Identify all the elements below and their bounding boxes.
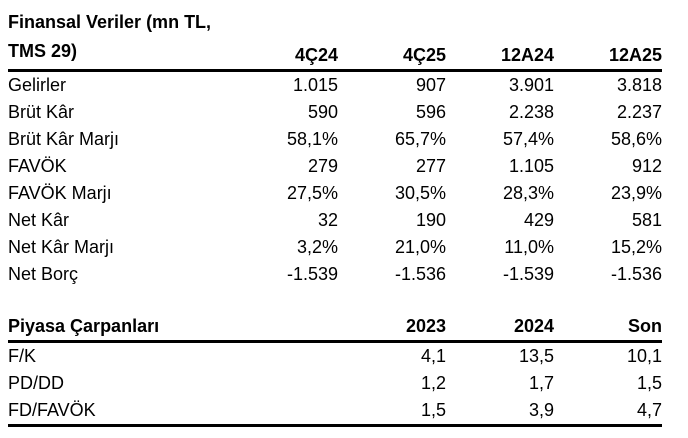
column-header-2024: 2024 [446, 307, 554, 343]
column-header-4c25: 4Ç25 [338, 8, 446, 72]
table-row: F/K 4,1 13,5 10,1 [8, 342, 662, 371]
cell-value [230, 342, 338, 371]
financial-data-table: Finansal Veriler (mn TL, TMS 29) 4Ç24 4Ç… [8, 8, 662, 288]
cell-value: 1,2 [420, 373, 446, 393]
table-row: Gelirler 1.015 907 3.901 3.818 [8, 71, 662, 100]
cell-value: 1,5 [420, 400, 446, 420]
cell-value: 190 [415, 210, 446, 230]
multiples-table-body: F/K 4,1 13,5 10,1 PD/DD 1,2 1,7 1,5 FD/FAVÖK 1,5 3… [8, 342, 662, 426]
cell-value: 28,3% [502, 183, 554, 203]
row-label: Net Borç [8, 264, 79, 284]
cell-value: 1,7 [528, 373, 554, 393]
cell-value: 4,1 [420, 346, 446, 366]
row-label: Brüt Kâr Marjı [8, 129, 120, 149]
cell-value: -1.539 [502, 264, 554, 284]
column-header-2023: 2023 [338, 307, 446, 343]
cell-value: 4,7 [636, 400, 662, 420]
market-multiples-table: Piyasa Çarpanları 2023 2024 Son F/K 4,1 13… [8, 307, 662, 427]
row-label: F/K [8, 346, 37, 366]
financial-report-page: Finansal Veriler (mn TL, TMS 29) 4Ç24 4Ç… [8, 8, 662, 427]
row-label: FD/FAVÖK [8, 400, 96, 420]
column-header-12a25: 12A25 [554, 8, 662, 72]
financial-table-body: Gelirler 1.015 907 3.901 3.818 Brüt Kâr 590 596… [8, 71, 662, 289]
cell-value: -1.539 [286, 264, 338, 284]
cell-value: 3.818 [616, 75, 662, 95]
multiples-table-title: Piyasa Çarpanları [8, 307, 230, 343]
row-label: PD/DD [8, 373, 65, 393]
cell-value: 10,1 [626, 346, 662, 366]
cell-value: 32 [317, 210, 338, 230]
cell-value: 13,5 [518, 346, 554, 366]
table-row: Net Kâr Marjı 3,2% 21,0% 11,0% 15,2% [8, 234, 662, 261]
cell-value: 58,1% [286, 129, 338, 149]
table-row: Net Kâr 32 190 429 581 [8, 207, 662, 234]
cell-value: 907 [415, 75, 446, 95]
table-row: FD/FAVÖK 1,5 3,9 4,7 [8, 397, 662, 426]
cell-value: 58,6% [610, 129, 662, 149]
cell-value: 3.901 [508, 75, 554, 95]
column-header-12a24: 12A24 [446, 8, 554, 72]
cell-value [230, 397, 338, 426]
cell-value: 596 [415, 102, 446, 122]
cell-value: -1.536 [610, 264, 662, 284]
cell-value: 277 [415, 156, 446, 176]
cell-value: 1.105 [508, 156, 554, 176]
cell-value: 15,2% [610, 237, 662, 257]
column-header-son: Son [554, 307, 662, 343]
cell-value: 1,5 [636, 373, 662, 393]
cell-value: 30,5% [394, 183, 446, 203]
cell-value: 590 [307, 102, 338, 122]
table-row: FAVÖK Marjı 27,5% 30,5% 28,3% 23,9% [8, 180, 662, 207]
row-label: FAVÖK Marjı [8, 183, 112, 203]
cell-value: 2.237 [616, 102, 662, 122]
table-row: PD/DD 1,2 1,7 1,5 [8, 370, 662, 397]
table-row: FAVÖK 279 277 1.105 912 [8, 153, 662, 180]
table-title-line1: Finansal Veriler (mn TL, [8, 12, 212, 32]
financial-table-title: Finansal Veriler (mn TL, TMS 29) [8, 8, 230, 72]
cell-value: 65,7% [394, 129, 446, 149]
cell-value [230, 370, 338, 397]
cell-value: 21,0% [394, 237, 446, 257]
row-label: Net Kâr [8, 210, 70, 230]
cell-value: 429 [523, 210, 554, 230]
row-label: Gelirler [8, 75, 67, 95]
table-row: Brüt Kâr 590 596 2.238 2.237 [8, 99, 662, 126]
cell-value: -1.536 [394, 264, 446, 284]
financial-table-header-row: Finansal Veriler (mn TL, TMS 29) 4Ç24 4Ç… [8, 8, 662, 72]
cell-value: 3,9 [528, 400, 554, 420]
cell-value: 581 [631, 210, 662, 230]
table-row: Brüt Kâr Marjı 58,1% 65,7% 57,4% 58,6% [8, 126, 662, 153]
column-header-blank [230, 307, 338, 343]
cell-value: 23,9% [610, 183, 662, 203]
cell-value: 1.015 [292, 75, 338, 95]
row-label: Net Kâr Marjı [8, 237, 115, 257]
column-header-4c24: 4Ç24 [230, 8, 338, 72]
cell-value: 912 [631, 156, 662, 176]
multiples-table-header-row: Piyasa Çarpanları 2023 2024 Son [8, 307, 662, 343]
row-label: Brüt Kâr [8, 102, 75, 122]
cell-value: 27,5% [286, 183, 338, 203]
cell-value: 11,0% [504, 237, 554, 257]
table-title-line2: TMS 29) [8, 41, 78, 61]
cell-value: 279 [307, 156, 338, 176]
row-label: FAVÖK [8, 156, 67, 176]
cell-value: 2.238 [508, 102, 554, 122]
cell-value: 3,2% [296, 237, 338, 257]
cell-value: 57,4% [502, 129, 554, 149]
table-row: Net Borç -1.539 -1.536 -1.539 -1.536 [8, 261, 662, 288]
